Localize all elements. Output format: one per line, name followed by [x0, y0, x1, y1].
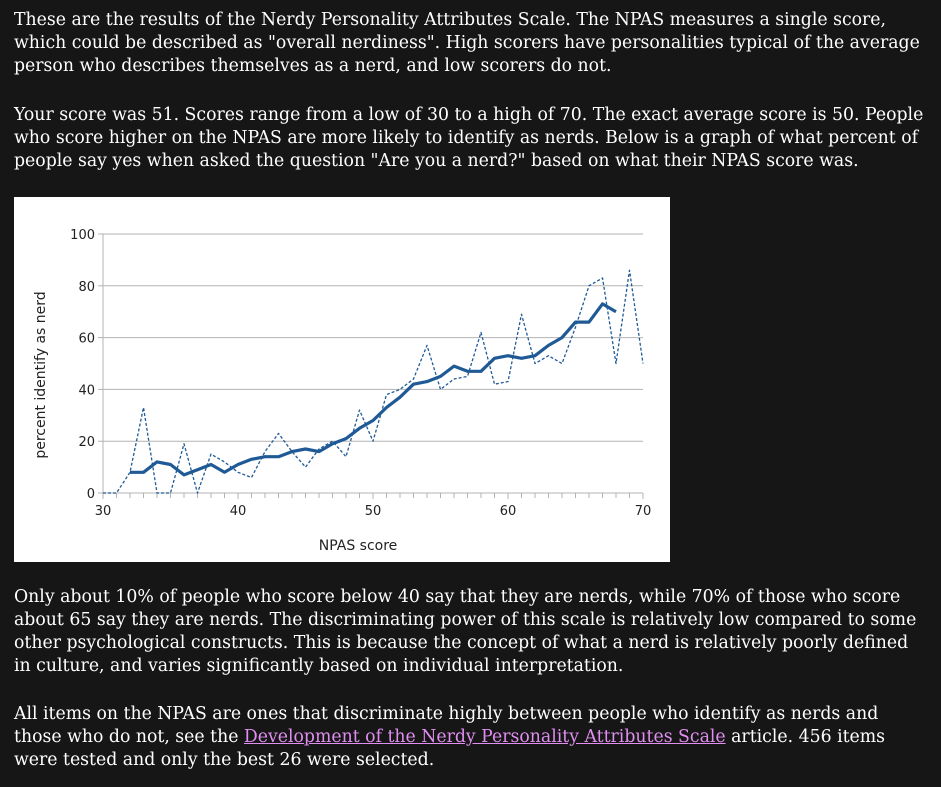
nerd-percent-chart: 0 20 40 60 80 100 30 40 50 60 70 NPAS score percen… — [14, 197, 670, 562]
chart-svg: 0 20 40 60 80 100 30 40 50 60 70 NPAS score percen… — [33, 228, 651, 554]
axes — [98, 233, 644, 499]
y-tick-label: 100 — [70, 228, 95, 243]
series-lines — [103, 269, 644, 494]
y-tick-label: 0 — [87, 487, 95, 502]
y-tick-label: 80 — [78, 280, 95, 295]
x-tick-label: 60 — [500, 504, 517, 519]
interpretation-paragraph: Only about 10% of people who score below… — [14, 587, 917, 676]
x-tick-label: 50 — [365, 504, 382, 519]
series-raw-dashed-line — [103, 269, 644, 494]
tick-labels: 0 20 40 60 80 100 30 40 50 60 70 — [70, 228, 651, 519]
items-text-before: All items on the NPAS are ones that disc… — [14, 704, 879, 747]
x-tick-label: 70 — [635, 504, 652, 519]
score-paragraph: Your score was 51. Scores range from a l… — [14, 105, 924, 171]
x-axis-label: NPAS score — [319, 538, 398, 554]
series-smoothed-line — [130, 302, 617, 477]
x-tick-label: 30 — [95, 504, 112, 519]
y-tick-label: 20 — [78, 435, 95, 450]
items-text-after: article. 456 items were tested and only … — [14, 727, 886, 770]
items-paragraph: All items on the NPAS are ones that disc… — [14, 703, 929, 772]
grid-lines — [103, 233, 643, 442]
y-tick-label: 40 — [78, 383, 95, 398]
intro-paragraph: These are the results of the Nerdy Perso… — [14, 10, 920, 76]
x-tick-label: 40 — [230, 504, 247, 519]
y-tick-label: 60 — [78, 332, 95, 347]
y-axis-label: percent identify as nerd — [33, 291, 49, 458]
development-article-link[interactable]: Development of the Nerdy Personality Att… — [243, 727, 726, 747]
